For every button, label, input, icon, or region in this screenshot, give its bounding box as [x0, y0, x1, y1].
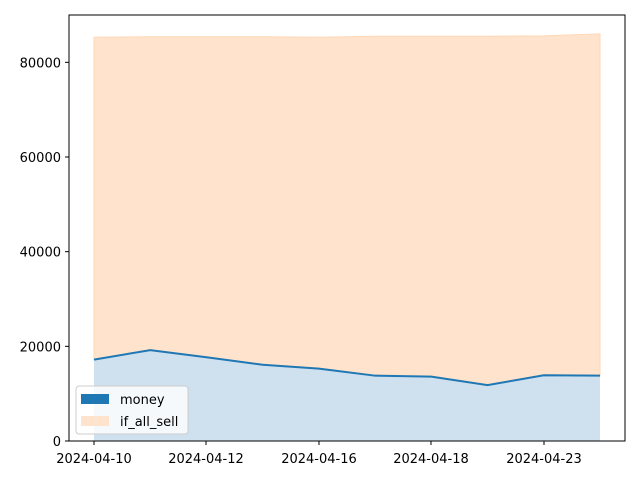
if-all-sell-area: [93, 33, 601, 386]
legend-label-if-all-sell: if_all_sell: [120, 415, 178, 430]
legend-label-money: money: [120, 393, 165, 408]
money-area: [94, 350, 600, 441]
legend-swatch-if-all-sell: [81, 416, 109, 426]
plot-frame: [68, 14, 626, 442]
x-tick-label: 2024-04-10: [56, 452, 132, 467]
y-tick-label: 40000: [20, 246, 61, 261]
legend-swatch-money: [81, 394, 109, 404]
legend: money if_all_sell: [75, 385, 189, 435]
x-axis: 2024-04-10 2024-04-12 2024-04-16 2024-04-18…: [56, 441, 582, 467]
y-tick-label: 0: [53, 435, 61, 450]
x-tick-label: 2024-04-18: [393, 452, 469, 467]
x-tick-label: 2024-04-12: [168, 452, 244, 467]
y-tick-label: 80000: [20, 56, 61, 71]
x-tick-label: 2024-04-23: [506, 452, 582, 467]
y-tick-label: 60000: [20, 151, 61, 166]
x-tick-label: 2024-04-16: [281, 452, 357, 467]
y-tick-label: 20000: [20, 340, 61, 355]
area-layer: [93, 33, 601, 441]
y-axis: 0 20000 40000 60000 80000: [20, 56, 69, 450]
line-layer: [93, 349, 601, 387]
money-line: [93, 349, 601, 387]
